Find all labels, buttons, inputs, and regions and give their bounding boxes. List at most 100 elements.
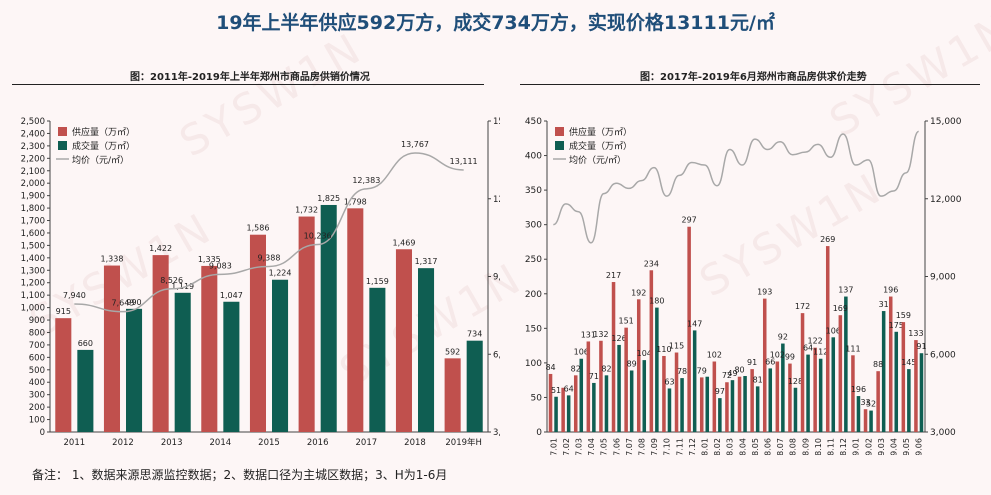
y-tick-label-left: 1,400 bbox=[21, 254, 45, 264]
bar-label-supply: 82 bbox=[571, 364, 581, 373]
x-tick-label: 17.09 bbox=[650, 438, 659, 455]
bar-supply bbox=[750, 369, 754, 432]
bar-deal bbox=[894, 331, 899, 432]
x-tick-label: 19.01 bbox=[852, 438, 861, 455]
bar-label-deal: 137 bbox=[838, 286, 853, 295]
bar-label-supply: 915 bbox=[56, 307, 71, 316]
y-tick-label-left: 500 bbox=[29, 366, 45, 376]
y-tick-label-left: 300 bbox=[525, 221, 542, 231]
bar-label-deal: 49 bbox=[727, 369, 737, 378]
bar-supply bbox=[788, 363, 792, 432]
bar-supply bbox=[586, 341, 591, 432]
legend-label-supply: 供应量（万㎡） bbox=[72, 126, 135, 138]
price-line bbox=[74, 152, 464, 313]
bar-supply bbox=[888, 296, 893, 432]
bar-supply bbox=[901, 322, 906, 432]
bar-supply bbox=[838, 315, 843, 432]
x-tick-label: 18.03 bbox=[726, 438, 735, 455]
bar-supply bbox=[298, 216, 315, 432]
bar-supply bbox=[737, 376, 742, 432]
y-tick-label-left: 1,300 bbox=[21, 266, 45, 276]
bar-deal bbox=[856, 396, 861, 432]
bar-supply bbox=[825, 246, 830, 432]
bar-supply bbox=[762, 298, 767, 432]
bar-label-deal: 196 bbox=[851, 385, 866, 394]
bar-label-supply: 115 bbox=[669, 342, 684, 351]
bar-label-supply: 169 bbox=[833, 304, 848, 313]
y-tick-label-right: 9,000 bbox=[493, 273, 500, 283]
x-tick-label: 17.06 bbox=[612, 438, 621, 455]
x-tick-label: 18.10 bbox=[814, 438, 823, 455]
y-tick-label-left: 1,200 bbox=[21, 279, 45, 289]
y-tick-label-right: 15,000 bbox=[493, 117, 500, 127]
bar-supply bbox=[914, 340, 918, 432]
bar-supply bbox=[800, 313, 805, 432]
bar-supply bbox=[624, 327, 628, 432]
bar-deal bbox=[768, 368, 773, 432]
x-tick-label: 18.06 bbox=[764, 438, 773, 455]
bar-label-supply: 1,335 bbox=[198, 255, 221, 264]
x-tick-label: 19.05 bbox=[902, 438, 911, 455]
footnote: 备注： 1、数据来源思源监控数据；2、数据口径为主城区数据；3、H为1-6月 bbox=[32, 468, 448, 482]
y-tick-label-left: 2,400 bbox=[21, 129, 45, 139]
bar-supply bbox=[636, 299, 641, 432]
bar-label-deal: 64 bbox=[803, 344, 813, 353]
bar-deal bbox=[781, 343, 785, 432]
x-tick-label: 17.03 bbox=[575, 438, 584, 455]
y-tick-label-left: 2,300 bbox=[21, 142, 45, 152]
x-tick-label: 19.04 bbox=[890, 438, 899, 455]
bar-label-supply: 91 bbox=[747, 358, 757, 367]
y-tick-label-right: 6,000 bbox=[930, 350, 956, 360]
bar-label-deal: 180 bbox=[649, 297, 664, 306]
bar-deal bbox=[743, 376, 747, 432]
bar-label-deal: 63 bbox=[664, 377, 674, 386]
bar-supply bbox=[699, 377, 704, 432]
bar-label-supply: 1,586 bbox=[247, 224, 270, 233]
bar-label-supply: 172 bbox=[795, 302, 810, 311]
legend-label-price: 均价（元/㎡） bbox=[569, 154, 626, 166]
x-tick-label: 17.05 bbox=[600, 438, 609, 455]
chart-title-right: 图：2017年-2019年6月郑州市商品房供求价走势 bbox=[640, 72, 867, 83]
price-label: 7,643 bbox=[112, 299, 135, 308]
x-tick-label: 2019年H bbox=[445, 437, 482, 448]
y-tick-label-left: 2,500 bbox=[21, 117, 45, 127]
price-label: 13,111 bbox=[450, 157, 478, 166]
legend-swatch-supply bbox=[555, 127, 564, 136]
bar-label-deal: 175 bbox=[889, 321, 904, 330]
x-tick-label: 2017 bbox=[356, 438, 378, 448]
bar-label-deal: 147 bbox=[687, 319, 702, 328]
x-tick-label: 2015 bbox=[258, 438, 280, 448]
x-tick-label: 17.08 bbox=[638, 438, 647, 455]
bar-supply bbox=[775, 361, 780, 432]
bar-label-supply: 102 bbox=[707, 351, 722, 360]
bar-label-supply: 1,798 bbox=[344, 197, 367, 206]
bar-supply bbox=[55, 318, 72, 432]
bar-deal bbox=[369, 287, 386, 432]
y-tick-label-left: 2,100 bbox=[21, 167, 45, 177]
bar-label-supply: 217 bbox=[606, 271, 621, 280]
bar-supply bbox=[152, 255, 169, 432]
bar-label-deal: 128 bbox=[788, 377, 803, 386]
bar-deal bbox=[730, 380, 735, 432]
y-tick-label-left: 2,200 bbox=[21, 154, 45, 164]
bar-label-deal: 92 bbox=[778, 333, 788, 342]
bar-deal bbox=[907, 369, 911, 432]
x-tick-label: 17.07 bbox=[625, 438, 634, 455]
bar-label-deal: 89 bbox=[627, 359, 637, 368]
bar-deal bbox=[418, 268, 435, 432]
y-tick-label-right: 12,000 bbox=[493, 195, 500, 205]
bar-label-deal: 31 bbox=[879, 300, 889, 309]
bar-deal bbox=[566, 395, 571, 432]
bar-label-supply: 297 bbox=[681, 216, 696, 225]
bar-deal bbox=[466, 340, 483, 432]
x-tick-label: 19.02 bbox=[864, 438, 873, 455]
price-label: 10,236 bbox=[304, 231, 332, 240]
x-tick-label: 18.09 bbox=[801, 438, 810, 455]
y-tick-label-right: 6,000 bbox=[493, 350, 500, 360]
bar-label-deal: 106 bbox=[826, 326, 841, 335]
chart-title-left: 图：2011年-2019年上半年郑州市商品房供销价情况 bbox=[130, 72, 370, 83]
y-tick-label-right: 12,000 bbox=[930, 195, 962, 205]
legend-swatch-deal bbox=[58, 141, 67, 150]
x-tick-label: 2016 bbox=[307, 438, 329, 448]
bar-label-deal: 52 bbox=[866, 400, 876, 409]
